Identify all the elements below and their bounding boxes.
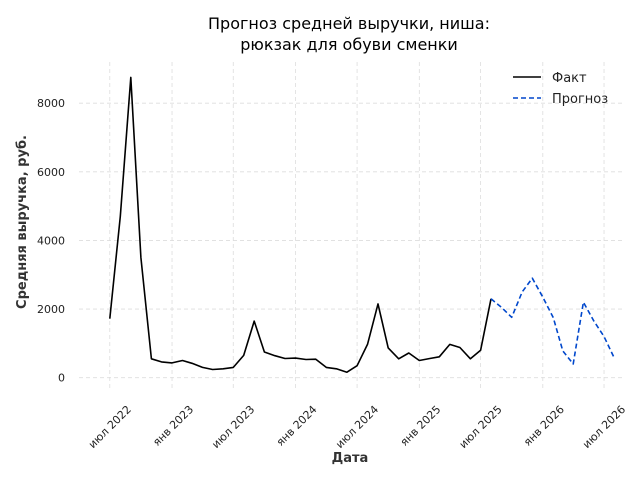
x-gridlines	[109, 62, 605, 388]
series-layer	[109, 76, 616, 373]
chart-title-line-1: Прогноз средней выручки, ниша:	[208, 14, 490, 33]
legend-label-forecast: Прогноз	[552, 92, 608, 107]
y-tick-label-2: 4000	[37, 234, 65, 247]
y-tick-label-0: 0	[58, 372, 65, 385]
x-tick-label-6: июл 2025	[457, 403, 505, 451]
series-line-fact	[109, 76, 492, 373]
x-tick-label-1: янв 2023	[150, 403, 196, 449]
legend-label-fact: Факт	[552, 71, 587, 86]
legend: Факт Прогноз	[513, 71, 608, 107]
x-tick-label-5: янв 2025	[398, 403, 444, 449]
y-gridlines	[79, 102, 625, 379]
x-tick-label-7: янв 2026	[521, 403, 567, 449]
x-tick-label-0: июл 2022	[86, 403, 134, 451]
y-axis-label: Средняя выручка, руб.	[15, 135, 30, 309]
x-tick-labels: июл 2022 янв 2023 июл 2023 янв 2024 июл 2024…	[86, 403, 628, 451]
x-axis-label: Дата	[332, 451, 369, 466]
x-tick-label-3: янв 2024	[274, 403, 320, 449]
y-tick-label-1: 2000	[37, 303, 65, 316]
x-tick-label-4: июл 2024	[333, 403, 381, 451]
y-tick-label-4: 8000	[37, 97, 65, 110]
x-tick-label-8: июл 2026	[580, 403, 628, 451]
y-tick-labels: 0 2000 4000 6000 8000	[37, 97, 65, 385]
y-tick-label-3: 6000	[37, 166, 65, 179]
chart-title-line-2: рюкзак для обуви сменки	[240, 35, 458, 54]
x-tick-label-2: июл 2023	[209, 403, 257, 451]
series-line-forecast	[490, 277, 616, 365]
